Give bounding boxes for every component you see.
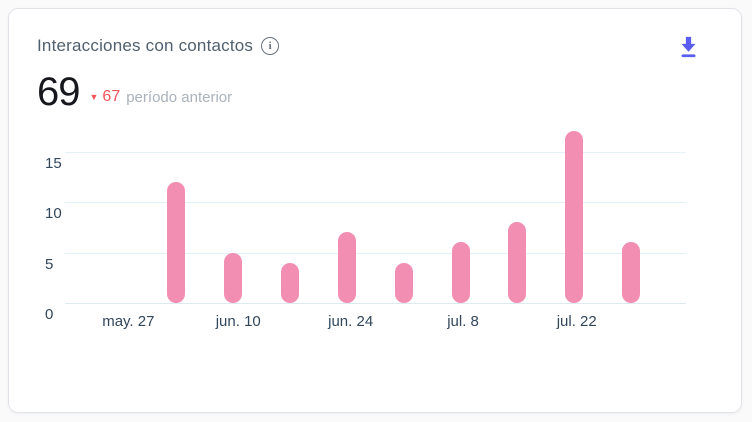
y-tick-label: 5: [45, 255, 54, 273]
bar[interactable]: [508, 222, 527, 303]
x-tick-label: jul. 8: [447, 313, 479, 330]
metric-row: 69 ▼ 67 período anterior: [9, 72, 741, 112]
previous-period-label: período anterior: [126, 88, 233, 106]
card-title: Interacciones con contactos: [37, 36, 254, 55]
bar[interactable]: [451, 242, 470, 303]
y-tick-label: 15: [45, 154, 62, 172]
gridline: [65, 252, 686, 254]
gridline: [65, 202, 686, 203]
y-tick-label: 0: [45, 306, 54, 323]
x-axis: may. 27 jun. 10 jun. 24 jul. 8 jul. 22: [65, 304, 686, 338]
download-button[interactable]: [678, 34, 699, 58]
gridline: [65, 303, 686, 304]
bar[interactable]: [166, 181, 185, 303]
bar[interactable]: [223, 252, 242, 303]
bar[interactable]: [565, 131, 584, 303]
x-tick-label: jul. 22: [556, 313, 597, 330]
x-tick-label: jun. 10: [215, 313, 261, 330]
bar[interactable]: [337, 232, 356, 303]
bar[interactable]: [622, 242, 641, 303]
comparison: ▼ 67 período anterior: [90, 88, 233, 106]
x-tick-label: jun. 24: [328, 313, 374, 330]
previous-value: 67: [102, 88, 121, 105]
card-header: Interacciones con contactos i: [9, 9, 741, 58]
bar[interactable]: [280, 262, 299, 303]
download-icon: [681, 36, 696, 57]
x-tick-label: may. 27: [102, 313, 155, 330]
interactions-card: Interacciones con contactos i 69 ▼ 67 pe…: [8, 8, 742, 413]
bar-chart-plot: 0 5 10 15: [45, 128, 686, 323]
down-arrow-icon: ▼: [89, 91, 99, 102]
info-icon[interactable]: i: [261, 37, 280, 55]
bar[interactable]: [394, 262, 413, 303]
y-tick-label: 10: [45, 205, 62, 222]
gridline: [65, 151, 686, 153]
total-value: 69: [37, 70, 80, 114]
